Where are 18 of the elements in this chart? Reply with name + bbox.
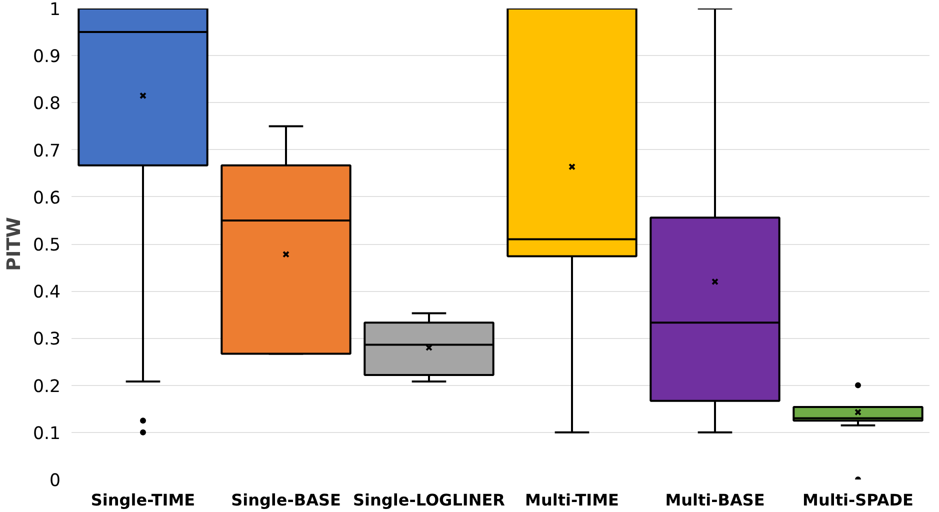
y-tick-label: 0.3 (32, 330, 61, 350)
y-tick-label: 0.2 (32, 376, 61, 397)
x-tick-label: Multi-BASE (665, 490, 765, 510)
y-tick-label: 0.7 (32, 141, 61, 162)
y-tick-label: 0.6 (32, 188, 61, 208)
y-tick-label: 0.9 (32, 47, 61, 68)
y-tick-label: 1 (49, 0, 61, 20)
y-axis-title: PITW (4, 217, 25, 271)
y-tick-label: 0.1 (32, 424, 61, 444)
x-tick-label: Multi-SPADE (802, 490, 914, 510)
y-tick-label: 0 (49, 471, 61, 491)
y-tick-label: 0.5 (32, 236, 61, 256)
x-tick-label: Single-BASE (231, 490, 341, 510)
x-tick-label: Single-TIME (90, 490, 196, 510)
x-tick-label: Multi-TIME (525, 490, 619, 510)
y-tick-label: 0.4 (32, 282, 61, 303)
x-tick-label: Single-LOGLINER (353, 490, 505, 510)
y-tick-label: 0.8 (32, 94, 61, 114)
